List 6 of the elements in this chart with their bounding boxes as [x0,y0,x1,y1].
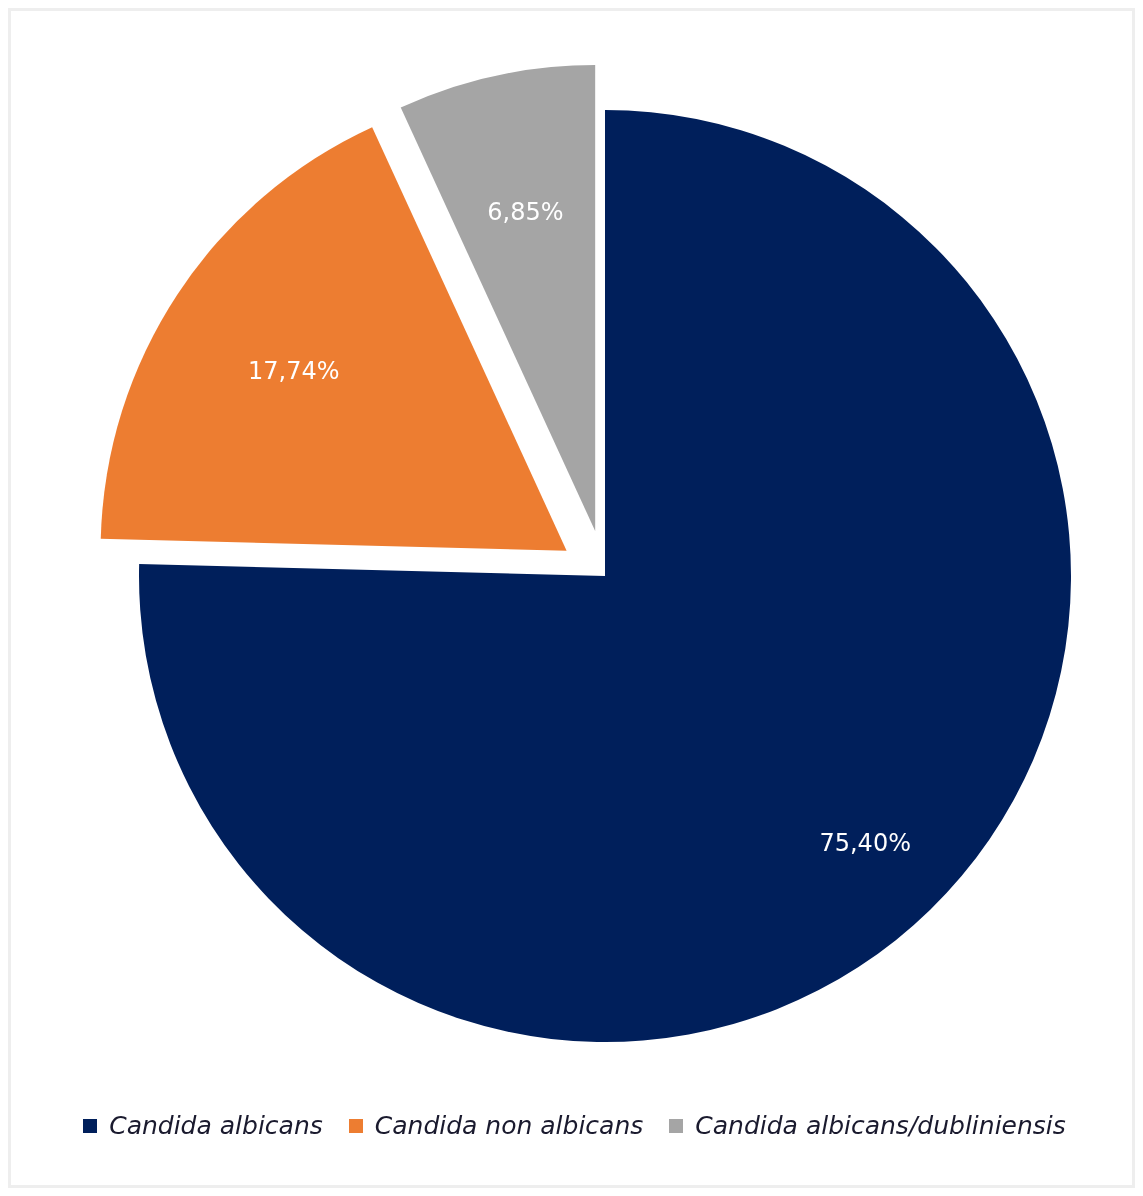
data-label: 75,40% [819,828,911,857]
legend-label: Candida albicans/dubliniensis [695,1111,1066,1140]
data-label: 17,74% [248,356,340,385]
legend-label: Candida albicans [109,1111,323,1140]
data-label: 6,85% [487,197,564,226]
legend-label: Candida non albicans [374,1111,644,1140]
